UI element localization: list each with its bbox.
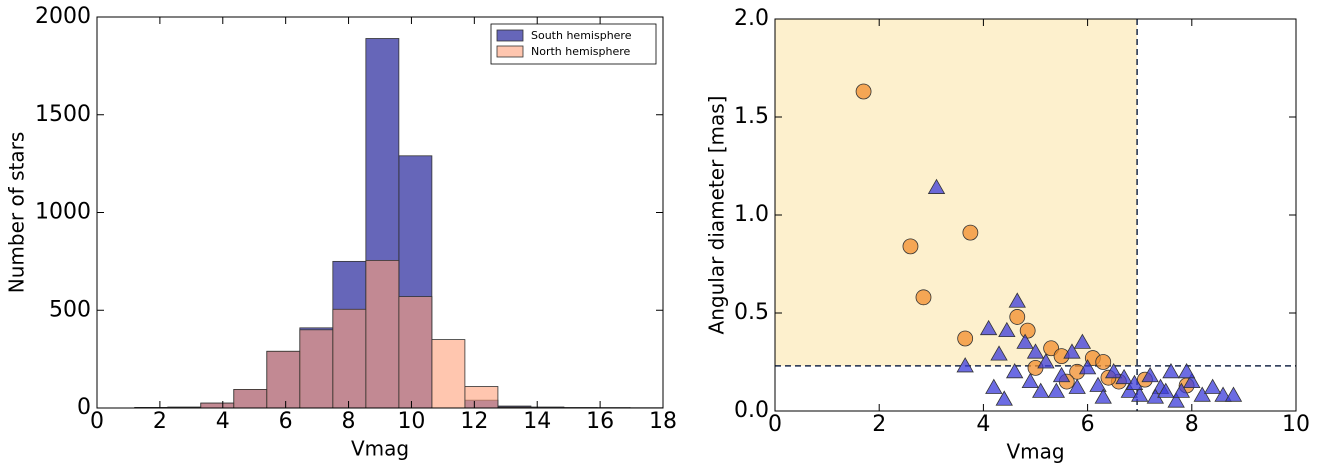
legend-swatch bbox=[496, 29, 524, 42]
point bbox=[1068, 378, 1086, 394]
point bbox=[1224, 386, 1243, 402]
point bbox=[1125, 374, 1144, 390]
point bbox=[1104, 362, 1123, 379]
point bbox=[1089, 376, 1107, 392]
x-tick-label: 6 bbox=[279, 409, 293, 434]
point bbox=[1193, 386, 1211, 402]
bar bbox=[365, 259, 400, 409]
point bbox=[1021, 372, 1039, 389]
point bbox=[1131, 386, 1149, 402]
point bbox=[998, 321, 1016, 338]
x-tick-label: 0 bbox=[90, 409, 104, 434]
x-tick-label: 8 bbox=[1185, 412, 1199, 437]
bar bbox=[266, 350, 301, 409]
bar bbox=[233, 389, 268, 409]
point bbox=[990, 345, 1008, 361]
x-tick-label: 10 bbox=[397, 409, 425, 434]
x-tick-label: 2 bbox=[153, 409, 167, 434]
point bbox=[1073, 333, 1092, 349]
point bbox=[1094, 388, 1112, 404]
bar bbox=[398, 296, 433, 409]
point bbox=[1005, 362, 1024, 379]
point bbox=[1026, 343, 1045, 359]
point bbox=[962, 224, 979, 241]
x-tick-label: 18 bbox=[649, 409, 677, 434]
x-axis-label: Vmag bbox=[1006, 440, 1064, 464]
y-tick-label: 0.0 bbox=[734, 398, 769, 423]
point bbox=[1052, 366, 1071, 383]
point bbox=[979, 319, 998, 336]
point bbox=[1172, 382, 1191, 398]
legend-label: North hemisphere bbox=[531, 45, 631, 58]
y-tick-label: 500 bbox=[49, 297, 91, 322]
chart: 0 2 4 6 8 10 0.0 0.5 1.0 1.5 2.0 Vmag Angular diamet… bbox=[705, 6, 1311, 464]
bar bbox=[464, 386, 499, 409]
y-tick-label: 1.5 bbox=[734, 104, 769, 129]
point bbox=[1115, 368, 1133, 385]
shaded-region bbox=[775, 19, 1138, 366]
point bbox=[1141, 366, 1159, 383]
point bbox=[985, 378, 1003, 394]
point bbox=[1019, 322, 1036, 339]
y-tick-label: 1000 bbox=[35, 200, 91, 225]
y-tick-label: 1500 bbox=[35, 102, 91, 127]
y-tick-label: 0.5 bbox=[734, 300, 769, 325]
x-tick-label: 6 bbox=[1081, 412, 1095, 437]
bar bbox=[200, 402, 235, 409]
point bbox=[1047, 382, 1066, 398]
point bbox=[1177, 362, 1196, 379]
point bbox=[1162, 362, 1180, 379]
x-tick-label: 4 bbox=[216, 409, 230, 434]
point bbox=[1203, 378, 1222, 394]
point bbox=[1037, 353, 1055, 369]
point bbox=[1009, 309, 1026, 325]
point bbox=[915, 289, 932, 306]
x-tick-label: 2 bbox=[872, 412, 886, 437]
x-tick-label: 10 bbox=[1282, 412, 1310, 437]
y-tick-label: 0 bbox=[77, 395, 91, 420]
x-tick-label: 16 bbox=[586, 409, 614, 434]
point bbox=[1032, 382, 1050, 398]
point bbox=[1008, 292, 1026, 308]
point bbox=[957, 330, 974, 347]
x-tick-label: 4 bbox=[976, 412, 990, 437]
bar bbox=[332, 308, 367, 409]
x-tick-label: 8 bbox=[342, 409, 356, 434]
bar bbox=[299, 329, 334, 409]
x-axis-label: Vmag bbox=[351, 437, 409, 461]
legend-swatch bbox=[496, 45, 524, 58]
x-tick-label: 0 bbox=[768, 412, 782, 437]
y-axis-label: Angular diameter [mas] bbox=[705, 96, 729, 335]
y-tick-label: 2.0 bbox=[734, 6, 769, 31]
point bbox=[956, 357, 974, 373]
legend-label: South hemisphere bbox=[531, 29, 632, 42]
point bbox=[1183, 372, 1201, 389]
y-tick-label: 2000 bbox=[35, 4, 91, 29]
point bbox=[902, 238, 919, 255]
point bbox=[1016, 333, 1034, 349]
point bbox=[927, 178, 946, 194]
point bbox=[855, 83, 872, 100]
chart: 0 2 4 6 8 10 12 14 16 18 0 500 1000 1500 2000 Vmag Numbe… bbox=[5, 4, 678, 461]
y-axis-label: Number of stars bbox=[5, 132, 29, 294]
point bbox=[1095, 354, 1112, 370]
point bbox=[1167, 392, 1185, 408]
point bbox=[1063, 343, 1081, 359]
point bbox=[1157, 382, 1175, 398]
y-tick-label: 1.0 bbox=[734, 202, 769, 227]
point bbox=[1120, 382, 1138, 398]
point bbox=[1078, 359, 1097, 375]
x-tick-label: 14 bbox=[523, 409, 551, 434]
point bbox=[995, 390, 1013, 406]
x-tick-label: 12 bbox=[460, 409, 488, 434]
bar bbox=[431, 339, 466, 409]
